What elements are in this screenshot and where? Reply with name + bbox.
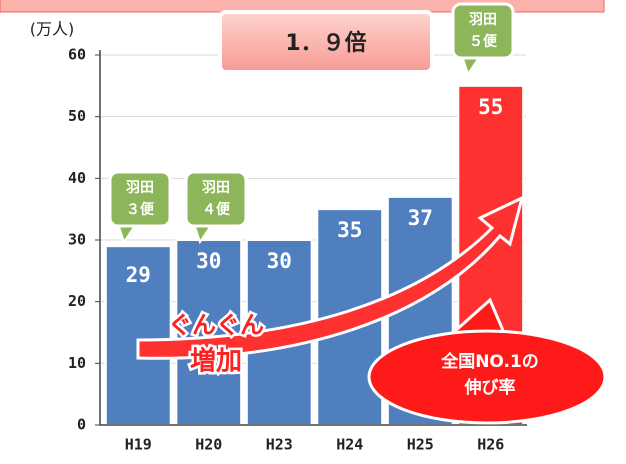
callout-box [451,2,515,60]
y-tick-label: 50 [68,107,86,125]
callout-text: ３便 [126,201,155,218]
callout-box [108,170,172,228]
callout: 羽田 ４便 [184,170,248,245]
y-tick-label: 60 [68,46,86,64]
y-tick-label: 20 [68,292,86,310]
value-label: 55 [478,95,503,119]
callout-text: 羽田 [469,12,497,28]
ratio-text: 1．９倍 [285,30,366,56]
x-tick-label: H26 [477,436,504,454]
badge-text: 全国NO.1の [440,351,539,372]
badge [367,329,607,425]
badge-text: 伸び率 [464,377,516,398]
badge-joint [470,338,510,350]
callout-box [184,170,248,228]
x-tick-label: H25 [407,436,434,454]
value-label: 35 [337,218,362,242]
ratio-box [218,10,434,74]
value-label: 30 [196,249,221,273]
value-label: 29 [126,263,151,287]
x-tick-label: H23 [266,436,293,454]
y-tick-label: 0 [77,416,86,434]
value-label: 30 [267,249,292,273]
callout-text: 羽田 [202,180,230,196]
arrow-text: ぐんぐん [168,311,264,339]
x-tick-label: H20 [195,436,222,454]
arrow-text: 増加 [190,347,242,377]
y-tick-label: 30 [68,231,86,249]
bar [175,239,243,426]
callout-text: ５便 [469,33,498,50]
value-label: 37 [408,206,433,230]
callout: 羽田 ５便 [451,2,515,77]
x-tick-label: H19 [125,436,152,454]
callout-text: ４便 [202,201,231,218]
y-tick-label: 10 [68,354,86,372]
growth-arrow [136,195,525,360]
y-tick-label: 40 [68,169,86,187]
x-tick-label: H24 [336,436,363,454]
callout-text: 羽田 [126,180,154,196]
callout: 羽田 ３便 [108,170,172,245]
y-axis-label: (万人) [30,20,75,39]
